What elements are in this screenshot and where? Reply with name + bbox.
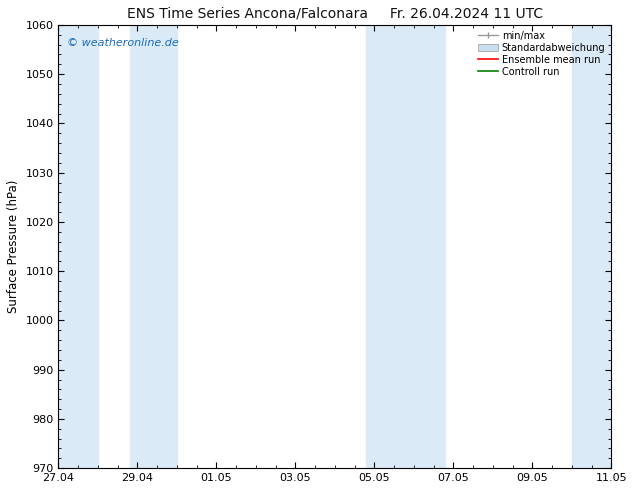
Bar (572, 25, 611, 468)
Bar (129, 25, 177, 468)
Legend: min/max, Standardabweichung, Ensemble mean run, Controll run: min/max, Standardabweichung, Ensemble me… (476, 28, 609, 79)
Title: ENS Time Series Ancona/Falconara     Fr. 26.04.2024 11 UTC: ENS Time Series Ancona/Falconara Fr. 26.… (127, 7, 543, 21)
Bar (366, 25, 446, 468)
Bar (58, 25, 98, 468)
Text: © weatheronline.de: © weatheronline.de (67, 38, 179, 48)
Y-axis label: Surface Pressure (hPa): Surface Pressure (hPa) (7, 180, 20, 313)
